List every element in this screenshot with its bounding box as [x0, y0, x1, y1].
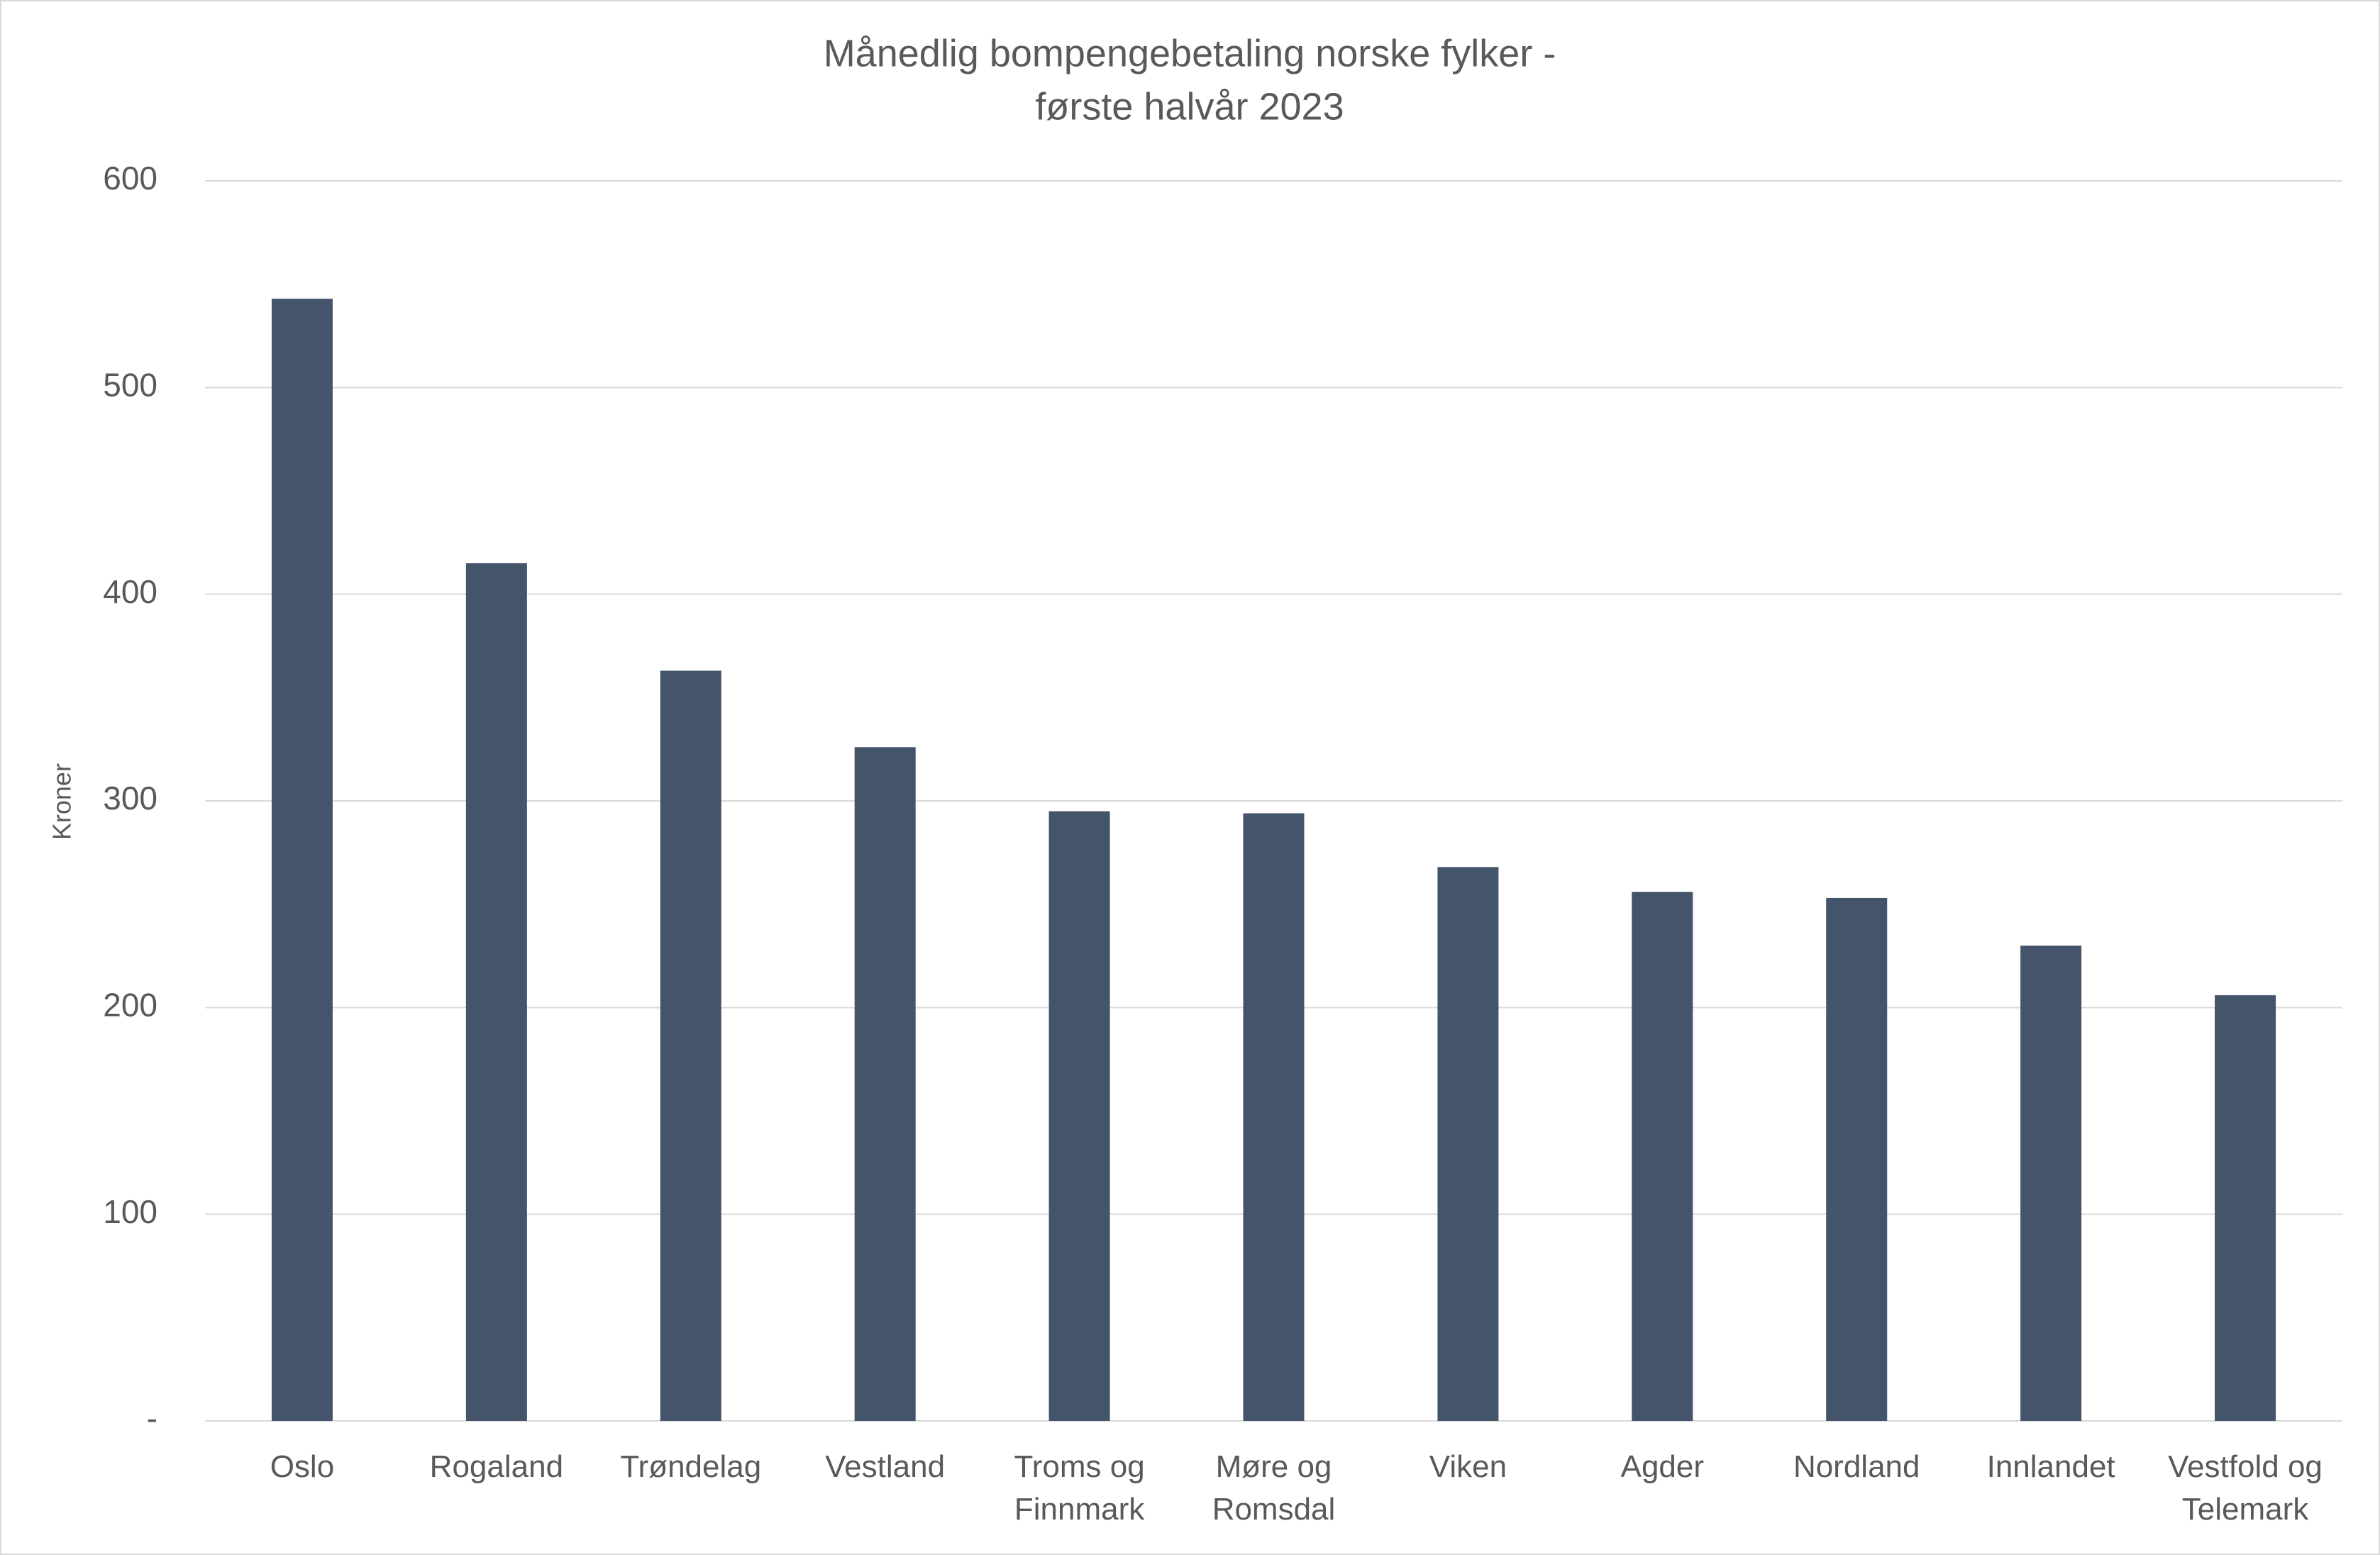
y-axis-label: Kroner — [48, 763, 77, 840]
bar — [1048, 811, 1110, 1421]
y-tick-label: - — [147, 1400, 157, 1437]
bar — [1243, 813, 1305, 1421]
y-tick-label: 500 — [103, 366, 157, 403]
y-tick-label: 400 — [103, 573, 157, 610]
bar — [1437, 867, 1499, 1421]
y-tick-label: 100 — [103, 1193, 157, 1230]
x-tick-label: Rogaland — [429, 1449, 564, 1484]
x-tick-label: Møre og Romsdal — [1212, 1449, 1336, 1527]
bar — [2020, 945, 2082, 1421]
x-tick-label: Vestland — [825, 1449, 946, 1484]
x-tick-label: Trøndelag — [620, 1449, 762, 1484]
x-tick-label: Nordland — [1793, 1449, 1920, 1484]
x-tick-label: Vestfold og Telemark — [2168, 1449, 2323, 1527]
x-tick-label: Agder — [1620, 1449, 1705, 1484]
chart-title: Månedlig bompengebetaling norske fylker … — [824, 32, 1556, 74]
x-tick-label: Viken — [1429, 1449, 1507, 1484]
bar — [1826, 897, 1888, 1421]
y-tick-label: 300 — [103, 780, 157, 817]
chart-title: første halvår 2023 — [1035, 85, 1344, 128]
x-tick-label: Oslo — [270, 1449, 335, 1484]
bar — [1632, 892, 1693, 1421]
x-tick-label: Innlandet — [1986, 1449, 2115, 1484]
bar — [271, 299, 333, 1421]
bar — [660, 670, 721, 1422]
y-tick-label: 200 — [103, 986, 157, 1023]
x-tick-label: Troms og Finnmark — [1014, 1449, 1145, 1527]
y-tick-label: 600 — [103, 160, 157, 197]
bar — [2215, 995, 2276, 1421]
bar — [854, 747, 916, 1421]
bar — [465, 563, 527, 1421]
